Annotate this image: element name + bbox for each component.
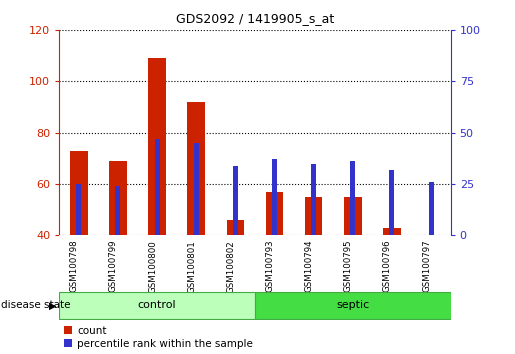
Text: GSM100802: GSM100802	[227, 240, 235, 292]
Bar	[76, 184, 81, 235]
Bar	[154, 139, 160, 235]
Bar	[389, 170, 394, 235]
Text: control: control	[138, 300, 176, 310]
Bar	[266, 192, 283, 235]
Text: GSM100800: GSM100800	[148, 240, 157, 292]
Text: GDS2092 / 1419905_s_at: GDS2092 / 1419905_s_at	[176, 12, 334, 25]
Text: GSM100795: GSM100795	[344, 240, 353, 292]
Text: GSM100801: GSM100801	[187, 240, 196, 292]
Text: disease state: disease state	[1, 300, 71, 310]
Bar	[115, 186, 121, 235]
Bar	[272, 159, 277, 235]
FancyBboxPatch shape	[59, 292, 255, 319]
Bar	[428, 182, 434, 235]
Bar	[148, 58, 166, 235]
Text: GSM100793: GSM100793	[266, 240, 274, 292]
FancyBboxPatch shape	[255, 292, 451, 319]
Bar	[383, 228, 401, 235]
Bar	[305, 197, 322, 235]
Bar	[109, 161, 127, 235]
Text: ▶: ▶	[49, 300, 57, 310]
Legend: count, percentile rank within the sample: count, percentile rank within the sample	[64, 326, 253, 349]
Text: GSM100799: GSM100799	[109, 240, 118, 292]
Bar	[311, 164, 316, 235]
Bar	[227, 220, 244, 235]
Bar	[194, 143, 199, 235]
Text: septic: septic	[336, 300, 369, 310]
Bar	[187, 102, 205, 235]
Text: GSM100794: GSM100794	[305, 240, 314, 292]
Text: GSM100798: GSM100798	[70, 240, 79, 292]
Text: GSM100796: GSM100796	[383, 240, 392, 292]
Bar	[350, 161, 355, 235]
Text: GSM100797: GSM100797	[422, 240, 431, 292]
Bar	[70, 151, 88, 235]
Bar	[233, 166, 238, 235]
Bar	[344, 197, 362, 235]
